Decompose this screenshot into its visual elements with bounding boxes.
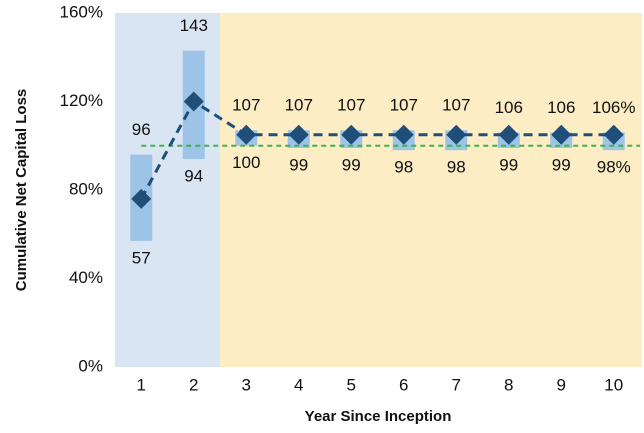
low-label: 98 <box>447 158 466 177</box>
diamond-marker <box>498 124 519 145</box>
diamond-marker <box>341 124 362 145</box>
x-tick-label: 9 <box>557 375 566 394</box>
y-axis-title: Cumulative Net Capital Loss <box>13 89 30 292</box>
x-tick-label: 5 <box>347 375 356 394</box>
diamond-marker <box>288 124 309 145</box>
diamond-marker <box>603 124 624 145</box>
diamond-marker <box>446 124 467 145</box>
x-tick-label: 3 <box>242 375 251 394</box>
diamond-marker <box>393 124 414 145</box>
low-label: 99 <box>342 155 361 174</box>
diamond-marker <box>183 91 204 112</box>
x-tick-label: 7 <box>452 375 461 394</box>
low-label: 57 <box>132 248 151 267</box>
x-tick-label: 8 <box>504 375 513 394</box>
y-tick-label: 120% <box>60 91 103 110</box>
high-label: 107 <box>390 96 418 115</box>
high-label: 107 <box>337 96 365 115</box>
y-tick-label: 40% <box>69 268 103 287</box>
x-tick-label: 4 <box>294 375 303 394</box>
x-tick-label: 6 <box>399 375 408 394</box>
x-tick-label: 10 <box>604 375 623 394</box>
low-label: 100 <box>232 153 260 172</box>
high-label: 96 <box>132 120 151 139</box>
high-label: 106% <box>592 98 635 117</box>
high-label: 106 <box>547 98 575 117</box>
y-tick-label: 160% <box>60 2 103 21</box>
diamond-marker <box>236 124 257 145</box>
low-label: 98% <box>597 158 631 177</box>
high-label: 143 <box>180 16 208 35</box>
diamond-marker <box>551 124 572 145</box>
mean-line <box>139 99 614 200</box>
high-label: 106 <box>495 98 523 117</box>
diamond-marker <box>131 188 152 209</box>
y-tick-label: 0% <box>78 356 103 375</box>
high-label: 107 <box>232 96 260 115</box>
x-tick-label: 2 <box>189 375 198 394</box>
low-label: 99 <box>499 155 518 174</box>
low-label: 99 <box>289 155 308 174</box>
high-label: 107 <box>442 96 470 115</box>
low-label: 99 <box>552 155 571 174</box>
later-period-band <box>220 13 642 367</box>
y-tick-label: 80% <box>69 179 103 198</box>
high-label: 107 <box>285 96 313 115</box>
x-tick-label: 1 <box>137 375 146 394</box>
low-label: 98 <box>394 158 413 177</box>
x-axis-title: Year Since Inception <box>305 408 452 425</box>
low-label: 94 <box>184 167 203 186</box>
